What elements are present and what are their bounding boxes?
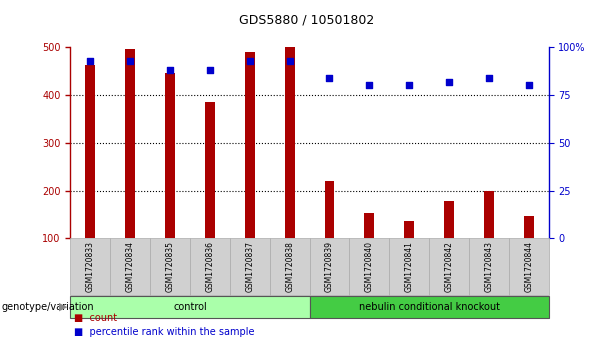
Text: GSM1720841: GSM1720841 [405, 241, 414, 292]
Bar [484, 191, 494, 238]
Bar [404, 221, 414, 238]
Text: GSM1720842: GSM1720842 [444, 241, 454, 292]
Point [405, 82, 414, 88]
Bar [70, 238, 110, 295]
Point [444, 79, 454, 85]
Bar [444, 201, 454, 238]
Bar [389, 238, 429, 295]
Bar [230, 238, 270, 295]
Text: GSM1720839: GSM1720839 [325, 241, 334, 292]
Bar [284, 47, 295, 238]
Bar [364, 213, 375, 238]
Text: nebulin conditional knockout: nebulin conditional knockout [359, 302, 500, 312]
Bar [429, 238, 469, 295]
Text: GSM1720837: GSM1720837 [245, 241, 254, 292]
Bar [324, 181, 335, 238]
Text: control: control [173, 302, 207, 312]
Bar [85, 65, 96, 238]
Point [166, 67, 175, 73]
Text: ■  count: ■ count [74, 313, 116, 323]
Bar [524, 216, 534, 238]
Bar [270, 238, 310, 295]
Text: genotype/variation: genotype/variation [1, 302, 94, 312]
Bar [190, 238, 230, 295]
Bar [150, 238, 190, 295]
Point [86, 58, 96, 64]
Text: GSM1720833: GSM1720833 [86, 241, 95, 292]
Bar [110, 238, 150, 295]
Text: GSM1720838: GSM1720838 [285, 241, 294, 292]
Text: GSM1720843: GSM1720843 [484, 241, 493, 292]
Bar [70, 296, 310, 318]
Point [205, 67, 215, 73]
Text: GDS5880 / 10501802: GDS5880 / 10501802 [239, 13, 374, 26]
Point [364, 82, 374, 88]
Text: ■  percentile rank within the sample: ■ percentile rank within the sample [74, 327, 254, 337]
Bar [509, 238, 549, 295]
Text: GSM1720835: GSM1720835 [166, 241, 175, 292]
Text: GSM1720836: GSM1720836 [205, 241, 215, 292]
Point [484, 75, 494, 81]
Text: GSM1720834: GSM1720834 [126, 241, 135, 292]
Bar [310, 238, 349, 295]
Point [125, 58, 135, 64]
Text: ▶: ▶ [59, 302, 67, 312]
Point [245, 58, 255, 64]
Bar [469, 238, 509, 295]
Point [284, 58, 294, 64]
Point [325, 75, 335, 81]
Bar [349, 238, 389, 295]
Bar [165, 73, 175, 238]
Point [524, 82, 533, 88]
Text: GSM1720844: GSM1720844 [524, 241, 533, 292]
Bar [310, 296, 549, 318]
Bar [245, 52, 255, 238]
Bar [205, 102, 215, 238]
Text: GSM1720840: GSM1720840 [365, 241, 374, 292]
Bar [125, 49, 135, 238]
